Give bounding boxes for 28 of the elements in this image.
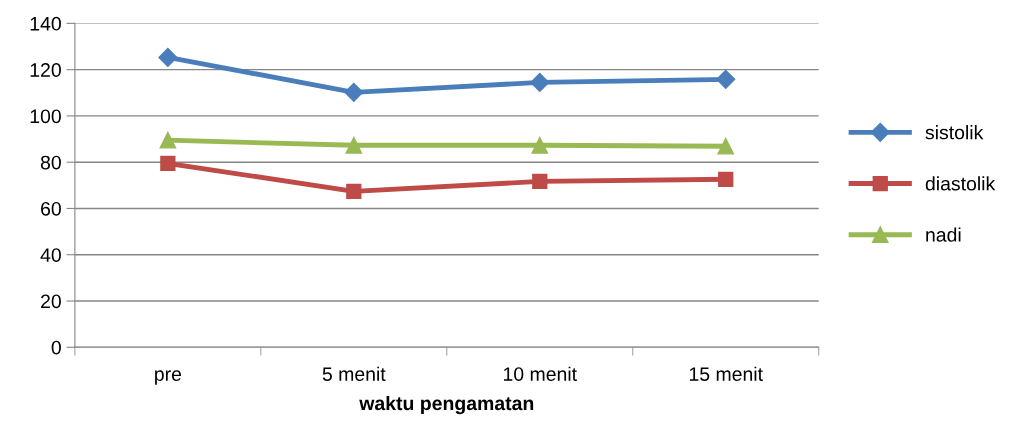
x-tick-label: 5 menit bbox=[322, 366, 386, 381]
point bbox=[717, 137, 735, 155]
y-tick-label: 40 bbox=[40, 248, 61, 262]
point bbox=[159, 131, 177, 149]
point bbox=[530, 72, 550, 92]
legend-label: nadi bbox=[926, 227, 961, 242]
legend-label: sistolik bbox=[925, 125, 984, 140]
point bbox=[345, 136, 363, 154]
point bbox=[531, 136, 549, 154]
y-tick-label: 120 bbox=[30, 63, 61, 77]
point bbox=[718, 171, 734, 187]
x-tick-label: 15 menit bbox=[689, 366, 763, 381]
point bbox=[160, 155, 176, 171]
x-tick-label: pre bbox=[155, 370, 182, 385]
point bbox=[716, 69, 736, 89]
y-tick-label: 60 bbox=[41, 201, 61, 216]
y-tick-label: 20 bbox=[41, 294, 61, 309]
y-tick-label: 100 bbox=[30, 109, 61, 124]
point bbox=[158, 47, 178, 67]
x-axis-title: waktu pengamatan bbox=[359, 395, 534, 415]
legend-label: diastolik bbox=[925, 176, 996, 191]
y-tick-label: 80 bbox=[40, 155, 61, 170]
point bbox=[344, 82, 364, 102]
y-tick-label: 0 bbox=[51, 340, 61, 355]
point bbox=[346, 183, 362, 199]
y-tick-label: 140 bbox=[30, 16, 61, 31]
x-tick-label: 10 menit bbox=[503, 366, 577, 381]
point bbox=[532, 173, 548, 190]
